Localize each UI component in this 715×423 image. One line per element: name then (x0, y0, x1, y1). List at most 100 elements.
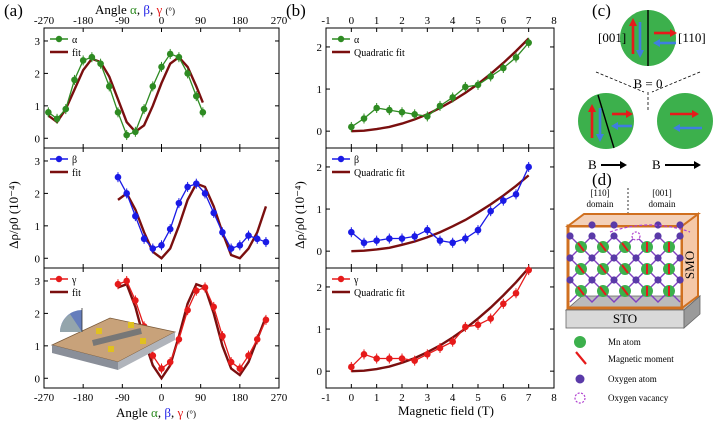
legend-marker (337, 35, 345, 43)
x-tick-label: 7 (526, 15, 532, 27)
x-tick-label: 0 (349, 15, 355, 27)
legend-mn-atom: Mn atom (608, 337, 641, 347)
data-point (386, 355, 393, 362)
data-point (201, 284, 209, 291)
data-point (449, 239, 456, 247)
y-tick-label: 2 (35, 68, 41, 80)
x-tick-label: 2 (399, 15, 405, 27)
data-point (114, 280, 122, 288)
data-point (373, 237, 380, 244)
data-point (105, 83, 113, 90)
y-tick-label: 1 (35, 221, 41, 233)
fit-line (351, 174, 530, 253)
y-tick-label: 2 (317, 162, 323, 174)
data-point (114, 173, 122, 181)
data-point (166, 358, 174, 366)
legend-marker (55, 275, 63, 283)
zero-field-label: B = 0 (633, 76, 662, 91)
data-point (158, 365, 165, 372)
legend-series-label: γ (71, 275, 77, 286)
legend-marker (55, 155, 63, 163)
panel-a-top-axis-title: Angle α, β, γ (°) (95, 2, 175, 17)
oxygen-atom (676, 221, 684, 229)
data-point (436, 344, 444, 352)
data-point (184, 70, 191, 77)
data-point (360, 239, 368, 247)
data-point (123, 190, 130, 197)
data-point (512, 54, 520, 61)
data-point (348, 228, 355, 236)
data-line (117, 176, 267, 250)
data-point (149, 83, 157, 90)
data-point (132, 128, 139, 136)
data-point (140, 105, 148, 113)
x-tick-label: 2 (399, 392, 405, 404)
magnetic-moment (621, 286, 629, 296)
legend-magnetic-moment: Magnetic moment (608, 354, 674, 364)
domain-001-sub: domain (649, 199, 676, 209)
y-tick-label: 1 (317, 324, 323, 336)
data-point (253, 336, 261, 343)
legend-fit-label: fit (72, 288, 81, 299)
data-point (245, 232, 252, 239)
data-point (462, 83, 469, 91)
y-tick-label: 0 (35, 253, 41, 265)
legend-moment-icon (575, 351, 587, 365)
legend-fit-label: fit (72, 168, 81, 179)
data-point (398, 355, 406, 362)
data-point (487, 73, 494, 80)
oxygen-atom (588, 276, 596, 284)
x-tick-label: 8 (551, 15, 557, 27)
legend-series-label: α (354, 35, 360, 46)
y-tick-label: 1 (317, 204, 323, 216)
device-inset-illustration (50, 308, 177, 370)
legend-fit-label: Quadratic fit (354, 288, 405, 299)
y-tick-label: 1 (35, 341, 41, 353)
magnetic-moment (577, 264, 585, 274)
data-point (424, 226, 431, 234)
legend-marker (55, 35, 63, 43)
x-tick-label: 270 (271, 15, 288, 27)
panel-a-bottom-axis-title: Angle α, β, γ (°) (116, 405, 196, 420)
y-tick-label: 2 (317, 282, 323, 294)
oxygen-vacancy (631, 231, 641, 241)
oxygen-atom (610, 232, 618, 240)
data-point (71, 76, 78, 84)
legend-marker (337, 275, 345, 283)
data-point (175, 336, 183, 343)
data-point (262, 316, 270, 324)
data-point (193, 92, 200, 100)
x-tick-label: 1 (374, 15, 380, 27)
data-point (219, 332, 226, 340)
x-tick-label: -270 (34, 15, 55, 27)
magnetic-moment (599, 242, 607, 252)
x-tick-label: 0 (159, 392, 165, 404)
data-point (411, 233, 418, 240)
data-point (411, 111, 418, 118)
data-point (175, 53, 183, 61)
oxygen-atom (654, 232, 662, 240)
data-point (149, 352, 157, 359)
x-tick-label: 6 (501, 392, 507, 404)
panel-b-chart: 0 1 2 -1 0 1 2 3 4 5 6 7 8 α Quadratic fit 0 1 2 β Quadrati… (317, 15, 558, 404)
magnetic-moment (599, 264, 607, 274)
data-point (175, 199, 183, 207)
data-point (88, 53, 96, 61)
plot-frame (43, 27, 280, 149)
data-point (210, 209, 218, 217)
x-tick-label: 6 (501, 15, 507, 27)
data-point (436, 237, 444, 244)
data-point (166, 225, 174, 233)
y-tick-label: 1 (35, 101, 41, 113)
data-point (114, 109, 122, 116)
data-point (97, 60, 104, 67)
x-tick-label: 7 (526, 392, 532, 404)
data-point (236, 241, 244, 249)
legend-oxygen-vacancy: Oxygen vacancy (608, 393, 669, 403)
data-point (525, 39, 532, 47)
legend-oxygen-icon (575, 374, 585, 384)
y-tick-label: 0 (317, 246, 323, 258)
data-point (462, 323, 469, 331)
data-point (348, 123, 355, 131)
legend-marker (337, 155, 345, 163)
